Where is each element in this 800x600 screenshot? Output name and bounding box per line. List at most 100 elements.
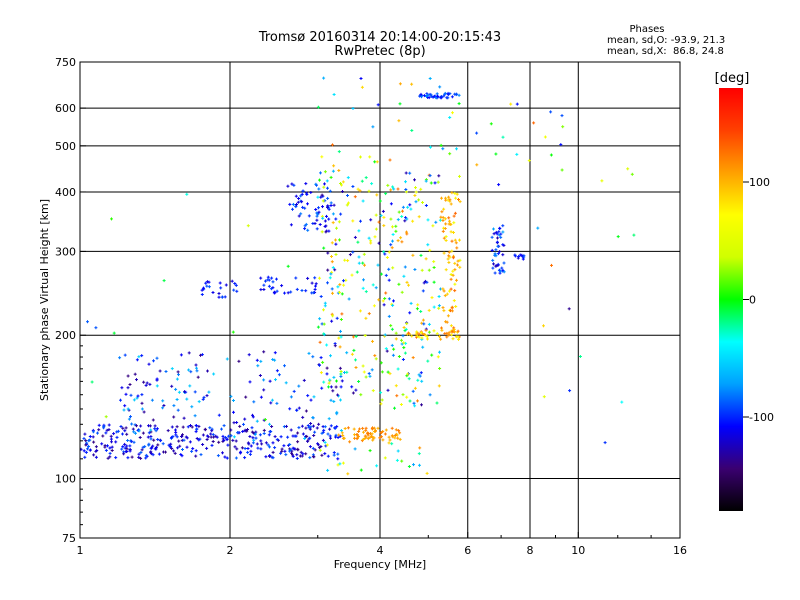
data-point <box>390 302 394 306</box>
data-point <box>202 395 206 399</box>
data-point <box>398 437 402 441</box>
data-point <box>243 417 247 421</box>
data-point <box>346 259 350 263</box>
data-point <box>189 370 193 374</box>
data-point <box>179 353 183 357</box>
data-point <box>200 293 204 296</box>
data-point <box>329 436 332 440</box>
data-point <box>199 453 203 457</box>
data-point <box>255 358 259 362</box>
data-point <box>509 102 513 106</box>
data-point <box>224 436 228 439</box>
data-point <box>351 185 355 188</box>
data-point <box>304 182 308 186</box>
data-point <box>285 424 288 428</box>
data-point <box>456 335 460 339</box>
data-point <box>313 287 317 291</box>
data-point <box>373 235 377 239</box>
data-point <box>322 76 326 80</box>
y-tick-label-5: 500 <box>55 140 76 153</box>
data-point <box>384 291 388 295</box>
data-point <box>140 401 144 405</box>
data-point <box>329 175 333 179</box>
data-point <box>141 445 145 449</box>
data-point <box>432 329 436 333</box>
data-point <box>397 355 401 358</box>
data-point <box>498 271 502 275</box>
data-point <box>358 189 362 193</box>
data-point <box>311 453 315 457</box>
data-point <box>408 332 411 336</box>
data-point <box>180 434 184 438</box>
data-point <box>403 265 407 269</box>
data-point <box>331 389 335 393</box>
data-point <box>195 427 199 431</box>
data-point <box>430 94 434 98</box>
data-point <box>353 436 356 440</box>
data-point <box>255 419 259 423</box>
data-point <box>283 449 287 453</box>
data-point <box>317 187 321 191</box>
data-point <box>191 447 195 451</box>
data-point <box>238 424 242 428</box>
data-point <box>437 384 441 388</box>
data-point <box>135 424 138 428</box>
data-point <box>122 408 126 412</box>
data-point <box>330 260 334 264</box>
data-point <box>501 253 505 257</box>
data-point <box>448 219 451 223</box>
data-point <box>214 434 218 438</box>
data-point <box>516 256 520 260</box>
data-point <box>445 320 449 324</box>
data-point <box>84 450 88 454</box>
data-point <box>495 232 499 236</box>
data-point <box>450 239 454 243</box>
data-point <box>144 456 148 460</box>
data-point <box>398 82 402 86</box>
data-point <box>303 437 307 440</box>
data-point <box>172 404 176 408</box>
data-point <box>337 220 341 224</box>
data-point <box>446 314 450 318</box>
data-point <box>164 450 167 454</box>
data-point <box>320 155 324 159</box>
data-point <box>308 445 312 449</box>
data-point <box>312 395 316 399</box>
data-point <box>319 356 323 360</box>
data-point <box>211 433 215 437</box>
data-point <box>205 280 209 284</box>
data-point <box>501 243 505 247</box>
data-point <box>110 440 113 444</box>
data-point <box>400 342 404 346</box>
data-point <box>132 430 136 434</box>
data-point <box>249 449 253 453</box>
data-point <box>307 437 311 441</box>
data-point <box>404 180 407 184</box>
data-point <box>390 426 394 430</box>
data-point <box>201 433 205 437</box>
data-point <box>400 290 404 294</box>
data-point <box>449 329 453 333</box>
data-point <box>432 305 436 309</box>
data-point <box>300 424 304 428</box>
data-point <box>311 355 315 359</box>
data-point <box>236 431 240 434</box>
y-tick-label-7: 750 <box>55 56 76 69</box>
data-point <box>201 443 205 446</box>
data-point <box>271 450 275 454</box>
data-point <box>415 331 419 335</box>
data-point <box>429 181 433 185</box>
data-point <box>326 206 330 209</box>
data-point <box>350 273 354 277</box>
data-point <box>416 399 419 403</box>
data-point <box>110 217 113 221</box>
data-point <box>449 287 453 291</box>
data-point <box>271 358 275 361</box>
data-point <box>420 95 423 99</box>
data-point <box>438 350 441 354</box>
data-point <box>315 211 319 215</box>
data-point <box>373 354 377 358</box>
data-point <box>400 338 403 342</box>
data-point <box>419 331 423 335</box>
data-point <box>320 322 324 326</box>
